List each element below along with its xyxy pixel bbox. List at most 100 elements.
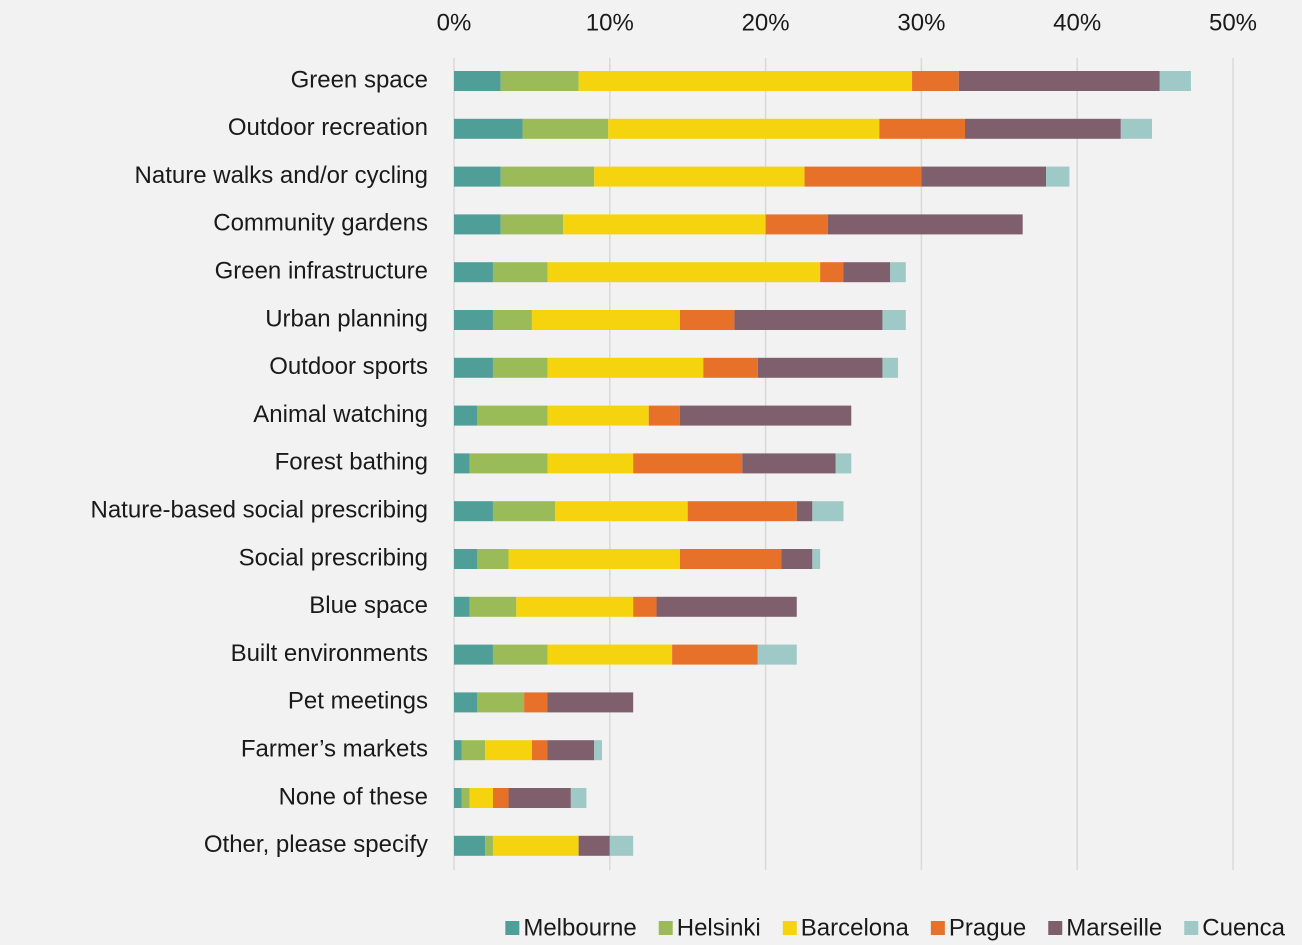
bar-segment: [965, 118, 1121, 139]
y-tick-label: Urban planning: [265, 305, 428, 332]
bar-segment: [454, 405, 478, 426]
bar-segment: [679, 549, 782, 569]
bar-segment: [454, 71, 501, 91]
bar-segment: [547, 262, 821, 283]
bar-segment: [492, 644, 548, 665]
bar-segment: [781, 549, 813, 569]
y-tick-label: Social prescribing: [239, 544, 428, 571]
bar-segment: [1046, 166, 1070, 187]
bar-segment: [656, 596, 797, 617]
x-tick-label: 0%: [437, 9, 472, 36]
legend-swatch: [1184, 921, 1199, 935]
bar-segment: [469, 596, 517, 617]
bar-segment: [570, 788, 587, 808]
legend-label: Prague: [949, 914, 1026, 941]
bar-segment: [547, 692, 634, 713]
bar-segment: [469, 788, 493, 808]
bar-segment: [765, 214, 828, 235]
bar-segment: [531, 740, 548, 761]
bar-segment: [454, 788, 462, 808]
bar-segment: [827, 214, 1023, 235]
bar-segment: [454, 357, 493, 378]
bar-segment: [757, 644, 797, 665]
bar-segment: [454, 835, 486, 856]
y-tick-label: Blue space: [309, 592, 428, 619]
bar-segment: [882, 310, 906, 330]
bar-segment: [796, 501, 813, 522]
bar-segment: [1159, 71, 1191, 91]
bar-segment: [648, 405, 680, 426]
bar-segment: [912, 71, 959, 91]
legend-swatch: [658, 921, 673, 935]
legend-label: Cuenca: [1202, 914, 1285, 941]
bar-segment: [633, 453, 743, 474]
bar-segment: [843, 262, 891, 283]
bar-segment: [492, 788, 509, 808]
bar-segment: [547, 453, 634, 474]
legend-swatch: [505, 921, 520, 935]
y-tick-label: None of these: [279, 783, 428, 810]
bar-segment: [500, 214, 564, 235]
bar-segment: [524, 692, 548, 713]
bar-segment: [522, 118, 609, 139]
bar-segment: [703, 357, 758, 378]
y-tick-label: Pet meetings: [288, 688, 428, 715]
bar-segment: [454, 166, 501, 187]
x-tick-label: 30%: [897, 9, 945, 36]
legend-swatch: [1048, 921, 1063, 935]
bar-segment: [958, 71, 1160, 91]
legend-label: Helsinki: [677, 914, 761, 941]
bar-segment: [492, 835, 579, 856]
bar-segment: [469, 453, 548, 474]
x-tick-label: 10%: [586, 9, 634, 36]
bar-segment: [454, 118, 523, 139]
bar-segment: [508, 788, 571, 808]
bar-segment: [461, 740, 486, 761]
legend-label: Marseille: [1066, 914, 1162, 941]
bar-segment: [879, 118, 966, 139]
bar-segment: [485, 835, 493, 856]
y-tick-label: Community gardens: [213, 210, 428, 237]
bar-segment: [921, 166, 1047, 187]
legend-swatch: [782, 921, 797, 935]
y-tick-label: Green space: [291, 66, 428, 93]
y-tick-label: Other, please specify: [204, 831, 428, 858]
bar-segment: [454, 549, 478, 569]
x-tick-label: 40%: [1053, 9, 1101, 36]
bar-segment: [454, 644, 493, 665]
bar-segment: [477, 549, 509, 569]
bar-segment: [547, 405, 649, 426]
bar-segment: [804, 166, 922, 187]
x-tick-label: 50%: [1209, 9, 1257, 36]
bar-segment: [454, 501, 493, 522]
y-tick-label: Forest bathing: [275, 449, 428, 476]
bar-segment: [1120, 118, 1152, 139]
bar-segment: [679, 310, 735, 330]
y-tick-label: Nature walks and/or cycling: [135, 162, 428, 189]
bar-segment: [516, 596, 634, 617]
bar-segment: [454, 740, 462, 761]
x-tick-label: 20%: [742, 9, 790, 36]
bar-segment: [679, 405, 852, 426]
bar-segment: [608, 118, 880, 139]
bar-segment: [454, 453, 470, 474]
bar-segment: [477, 405, 548, 426]
bar-segment: [492, 262, 548, 283]
bar-segment: [882, 357, 899, 378]
bar-segment: [672, 644, 758, 665]
bar-segment: [454, 214, 501, 235]
legend-label: Barcelona: [801, 914, 910, 941]
y-tick-label: Nature-based social prescribing: [91, 497, 429, 524]
bar-segment: [500, 166, 595, 187]
y-tick-label: Outdoor recreation: [228, 114, 428, 141]
bar-segment: [461, 788, 470, 808]
bar-segment: [454, 596, 470, 617]
y-tick-label: Farmer’s markets: [241, 736, 428, 763]
bar-segment: [477, 692, 525, 713]
bar-segment: [492, 357, 548, 378]
y-tick-label: Animal watching: [253, 401, 428, 428]
bar-segment: [508, 549, 680, 569]
bar-segment: [812, 549, 821, 569]
bar-segment: [578, 71, 913, 91]
bar-segment: [563, 214, 766, 235]
